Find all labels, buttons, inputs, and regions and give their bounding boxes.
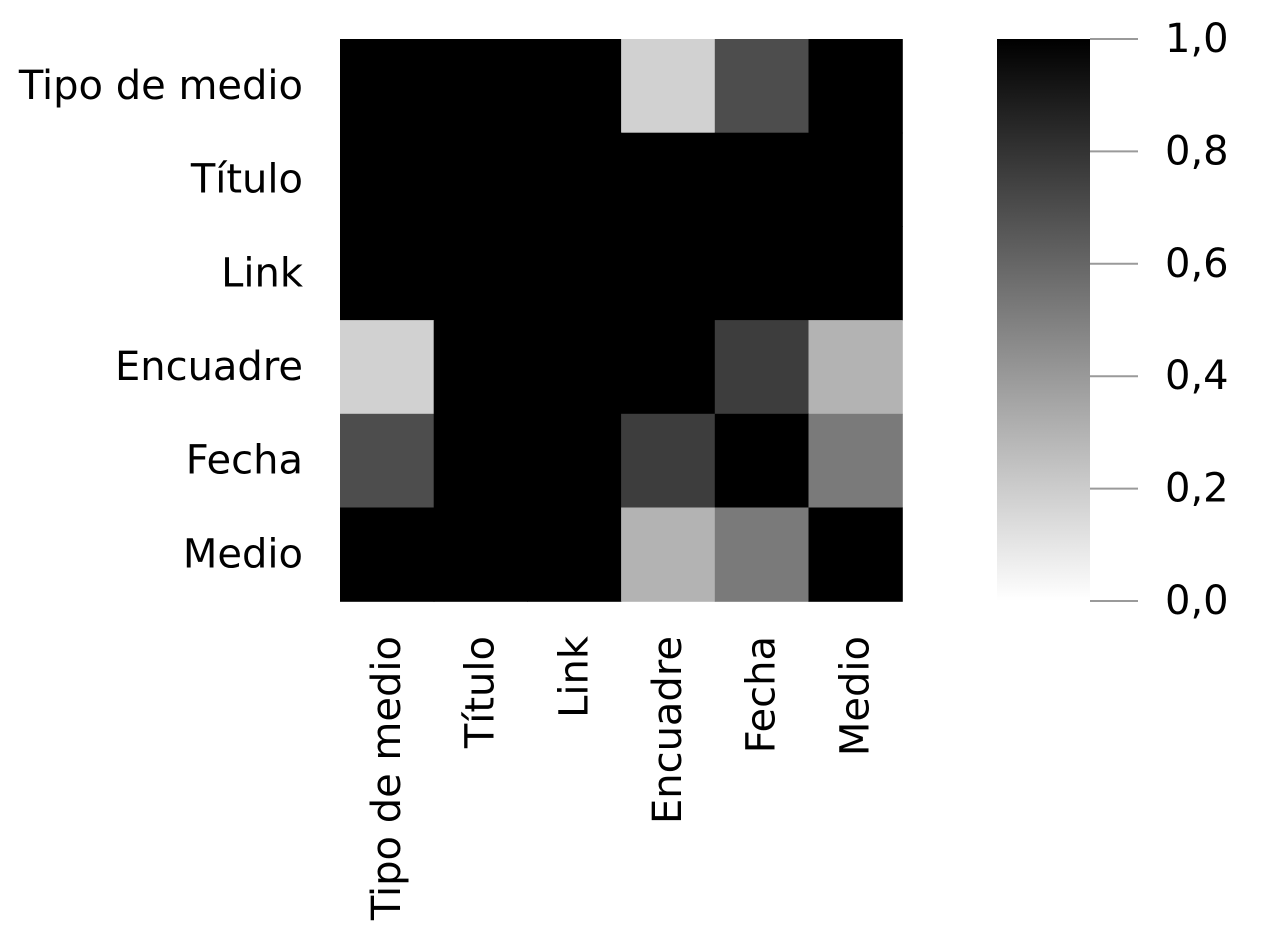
column-labels: Tipo de medio Título Link Encuadre Fecha Medi… (364, 635, 878, 921)
row-label: Tipo de medio (18, 63, 303, 109)
column-label: Medio (832, 636, 878, 756)
heatmap-cell-5-1 (433, 507, 528, 602)
colorbar-ticks: 0,0 0,2 0,4 0,6 0,8 1,0 (1090, 16, 1229, 624)
heatmap-cell-3-5 (808, 320, 903, 415)
heatmap-cell-1-2 (527, 132, 622, 227)
heatmap-cell-3-2 (527, 320, 622, 415)
column-label: Encuadre (645, 636, 691, 824)
colorbar-tick-label: 0,4 (1165, 353, 1229, 399)
column-label: Link (551, 635, 597, 718)
column-label: Tipo de medio (364, 636, 410, 921)
heatmap-cell-1-3 (621, 132, 716, 227)
heatmap-cell-5-5 (808, 507, 903, 602)
heatmap-cell-5-0 (340, 507, 435, 602)
heatmap-cell-1-5 (808, 132, 903, 227)
heatmap-cell-0-0 (340, 39, 435, 134)
heatmap-cell-0-4 (714, 39, 810, 134)
heatmap-cell-3-1 (433, 320, 528, 415)
heatmap-cell-2-5 (808, 226, 903, 321)
heatmap-cell-0-5 (808, 39, 903, 134)
colorbar-tick-label: 0,0 (1165, 578, 1229, 624)
heatmap-cell-4-2 (527, 413, 622, 509)
heatmap-cell-2-3 (621, 226, 716, 321)
heatmap-cell-2-2 (527, 226, 622, 321)
row-label: Fecha (186, 438, 303, 484)
colorbar-tick-label: 1,0 (1165, 16, 1229, 62)
colorbar-tick-label: 0,2 (1165, 466, 1229, 512)
heatmap-cell-1-1 (433, 132, 528, 227)
heatmap-cell-4-0 (340, 413, 435, 509)
heatmap-cell-5-4 (714, 507, 810, 602)
heatmap-cell-0-2 (527, 39, 622, 134)
heatmap-cell-2-1 (433, 226, 528, 321)
heatmap-cell-1-4 (714, 132, 810, 227)
heatmap-cell-1-0 (340, 132, 435, 227)
heatmap-cell-0-3 (621, 39, 716, 134)
heatmap-cell-3-0 (340, 320, 435, 415)
colorbar-tick-label: 0,6 (1165, 241, 1229, 287)
heatmap-cells (340, 39, 903, 602)
heatmap-cell-2-4 (714, 226, 810, 321)
row-label: Título (190, 157, 303, 203)
heatmap-cell-4-4 (714, 413, 810, 509)
colorbar-tick-label: 0,8 (1165, 128, 1229, 174)
heatmap-cell-3-4 (714, 320, 810, 415)
heatmap-cell-2-0 (340, 226, 435, 321)
row-label: Link (221, 250, 304, 296)
row-label: Encuadre (115, 344, 303, 390)
heatmap-cell-4-1 (433, 413, 528, 509)
column-label: Fecha (739, 636, 785, 753)
colorbar-gradient (997, 39, 1090, 601)
heatmap-cell-3-3 (621, 320, 716, 415)
heatmap-cell-0-1 (433, 39, 528, 134)
row-labels: Tipo de medio Título Link Encuadre Fecha Medi… (18, 63, 304, 577)
row-label: Medio (183, 531, 303, 577)
heatmap-cell-5-3 (621, 507, 716, 602)
colorbar (997, 39, 1090, 601)
heatmap-cell-4-5 (808, 413, 903, 509)
column-label: Título (458, 636, 504, 749)
heatmap-cell-4-3 (621, 413, 716, 509)
heatmap-cell-5-2 (527, 507, 622, 602)
